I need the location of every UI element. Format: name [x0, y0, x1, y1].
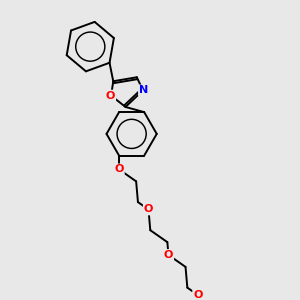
Text: O: O — [106, 91, 115, 100]
Text: N: N — [139, 85, 148, 95]
Text: O: O — [164, 250, 173, 260]
Text: O: O — [114, 164, 124, 174]
Text: O: O — [144, 205, 153, 214]
Text: O: O — [193, 290, 203, 300]
